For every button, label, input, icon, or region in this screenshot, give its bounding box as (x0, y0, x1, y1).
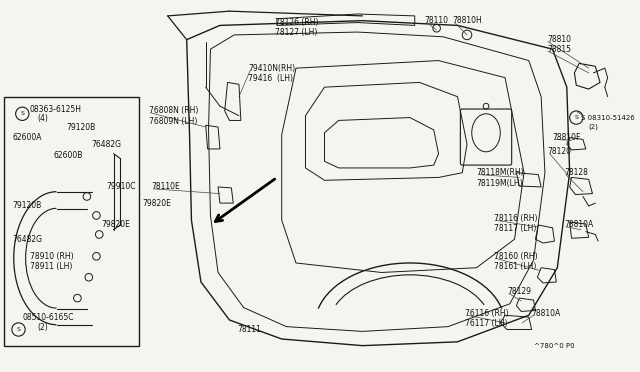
Text: 78810H: 78810H (452, 16, 483, 25)
Text: 08363-6125H: 08363-6125H (30, 105, 82, 113)
Text: 78120: 78120 (548, 147, 572, 156)
Text: 79416  (LH): 79416 (LH) (248, 74, 294, 83)
Text: 78129: 78129 (507, 287, 531, 296)
Text: 78126 (RH): 78126 (RH) (275, 18, 319, 27)
Text: S: S (20, 111, 24, 116)
Text: 78815: 78815 (548, 45, 572, 54)
Text: 62600A: 62600A (13, 133, 42, 142)
Text: 76116 (RH): 76116 (RH) (465, 309, 509, 318)
Text: 78116 (RH): 78116 (RH) (493, 214, 537, 223)
Text: 79120B: 79120B (66, 123, 95, 132)
Text: 78810F: 78810F (552, 133, 581, 142)
Text: 78118M(RH): 78118M(RH) (477, 168, 524, 177)
Text: 76809N (LH): 76809N (LH) (148, 117, 197, 126)
Text: 78127 (LH): 78127 (LH) (275, 28, 317, 36)
Text: 76482G: 76482G (92, 140, 122, 149)
Text: (4): (4) (38, 114, 49, 123)
Text: (2): (2) (38, 323, 48, 332)
Text: S 08310-51426: S 08310-51426 (581, 115, 635, 121)
Text: 62600B: 62600B (54, 151, 83, 160)
Text: 76808N (RH): 76808N (RH) (148, 106, 198, 115)
Text: 08510-6165C: 08510-6165C (22, 312, 74, 322)
Text: 78161 (LH): 78161 (LH) (493, 262, 536, 271)
Text: 79820E: 79820E (142, 199, 171, 208)
Text: 78911 (LH): 78911 (LH) (30, 262, 72, 271)
Text: (2): (2) (589, 124, 598, 130)
Text: 78810: 78810 (548, 35, 572, 44)
Text: 79410N(RH): 79410N(RH) (248, 64, 296, 73)
Text: S: S (574, 115, 578, 120)
Text: 78160 (RH): 78160 (RH) (493, 252, 537, 261)
Text: 78910 (RH): 78910 (RH) (30, 252, 74, 261)
Text: 79820E: 79820E (101, 221, 130, 230)
Text: 78810A: 78810A (532, 309, 561, 318)
Text: 78110: 78110 (424, 16, 448, 25)
Text: 76482G: 76482G (13, 235, 43, 244)
Text: 78110E: 78110E (152, 182, 180, 192)
Text: ^780^0 P0: ^780^0 P0 (534, 343, 574, 349)
Text: 78128: 78128 (564, 168, 588, 177)
Text: 78117 (LH): 78117 (LH) (493, 224, 536, 233)
Text: 79910C: 79910C (106, 182, 136, 192)
Text: 78111: 78111 (237, 325, 261, 334)
Text: 78810A: 78810A (564, 221, 593, 230)
Text: 78119M(LH): 78119M(LH) (477, 179, 523, 187)
Text: 79120B: 79120B (13, 202, 42, 211)
Text: 76117 (LH): 76117 (LH) (465, 319, 508, 328)
Text: S: S (17, 327, 20, 332)
Bar (4, 97, 139, 346)
